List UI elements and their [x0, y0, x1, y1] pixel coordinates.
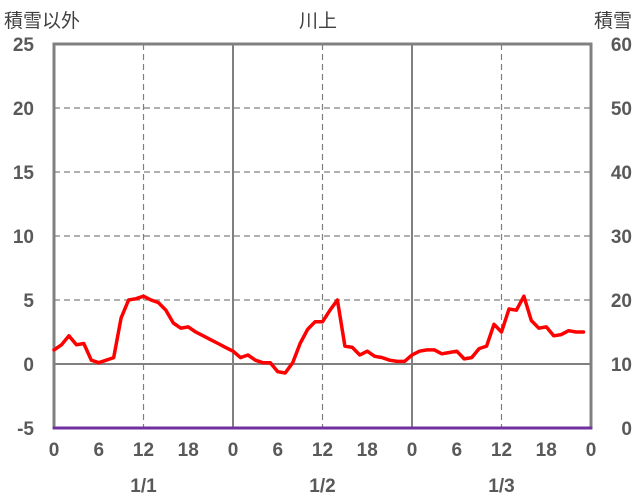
x-tick-label: 6: [93, 440, 104, 461]
x-tick-label: 12: [491, 440, 512, 461]
x-tick-label: 6: [451, 440, 462, 461]
y-left-tick-label: 10: [13, 227, 34, 248]
y-left-tick-label: -5: [17, 419, 34, 440]
chart-title: 川上: [299, 10, 337, 32]
y-left-tick-label: 25: [13, 35, 35, 56]
left-axis-label: 積雪以外: [4, 10, 80, 32]
y-right-tick-label: 20: [611, 291, 632, 312]
y-left-tick-label: 5: [23, 291, 34, 312]
x-tick-label: 18: [178, 440, 199, 461]
x-tick-label: 0: [49, 440, 60, 461]
right-axis-label: 積雪: [594, 10, 632, 32]
x-day-label: 1/1: [130, 476, 157, 497]
x-day-label: 1/3: [488, 476, 514, 497]
y-right-tick-label: 0: [621, 419, 632, 440]
x-tick-label: 12: [312, 440, 333, 461]
x-tick-label: 6: [272, 440, 283, 461]
y-right-tick-label: 60: [611, 35, 632, 56]
y-right-tick-label: 50: [611, 99, 632, 120]
x-tick-label: 12: [133, 440, 154, 461]
x-tick-label: 0: [228, 440, 239, 461]
x-tick-label: 18: [536, 440, 557, 461]
y-right-tick-label: 40: [611, 163, 632, 184]
x-day-label: 1/2: [309, 476, 335, 497]
x-tick-label: 0: [586, 440, 597, 461]
x-tick-label: 18: [357, 440, 378, 461]
y-right-tick-label: 30: [611, 227, 632, 248]
y-left-tick-label: 20: [13, 99, 34, 120]
y-left-tick-label: 0: [23, 355, 34, 376]
x-tick-label: 0: [407, 440, 418, 461]
y-right-tick-label: 10: [611, 355, 632, 376]
series-line-0: [52, 294, 586, 375]
y-left-tick-label: 15: [13, 163, 35, 184]
